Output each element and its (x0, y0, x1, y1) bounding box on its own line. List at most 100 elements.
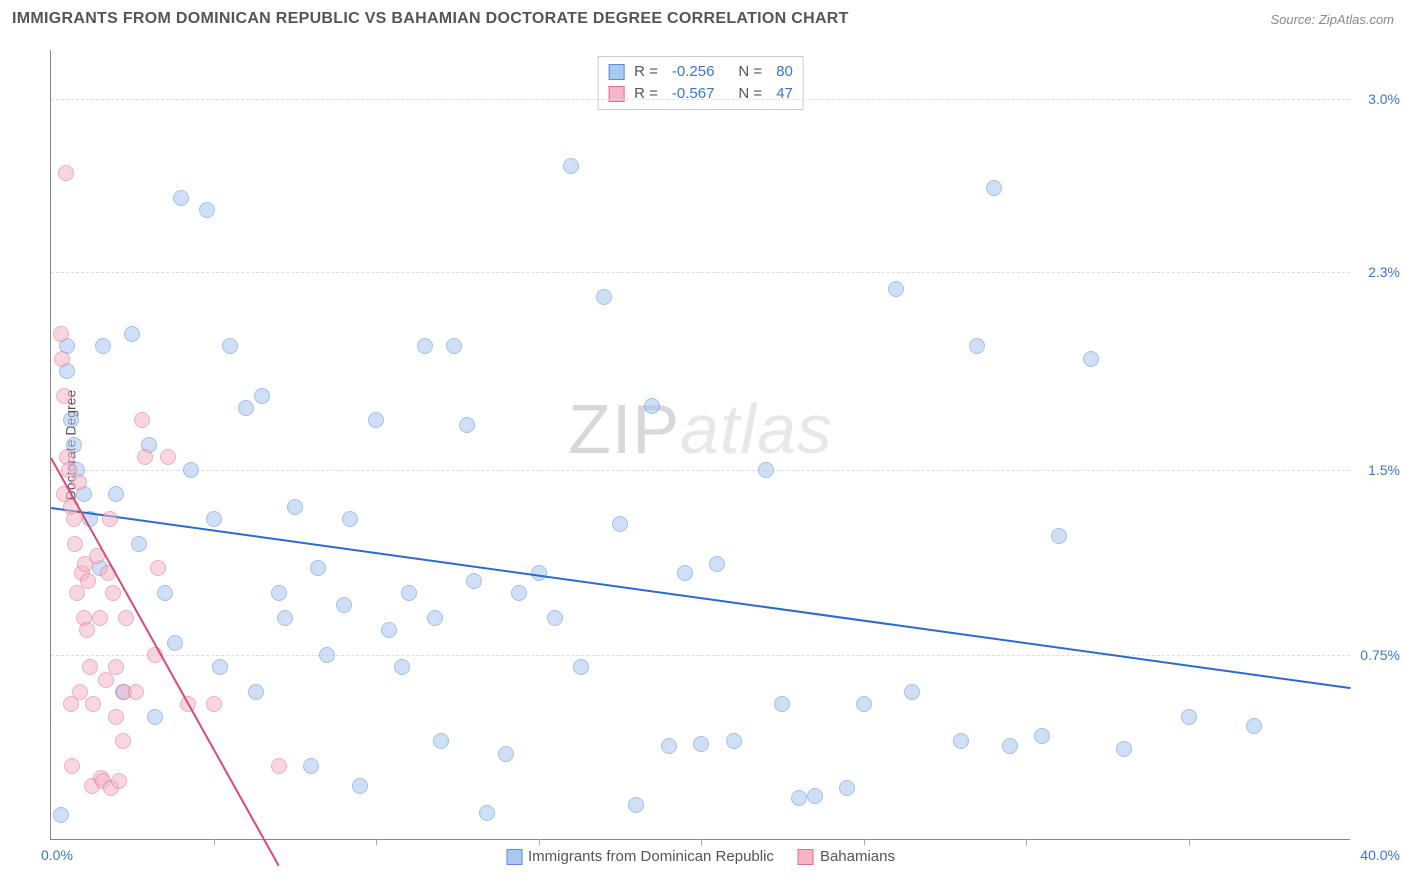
legend-r-label: R = (634, 83, 658, 105)
data-point (612, 516, 628, 532)
data-point (953, 733, 969, 749)
data-point (53, 807, 69, 823)
data-point (167, 635, 183, 651)
data-point (401, 585, 417, 601)
data-point (1181, 709, 1197, 725)
data-point (381, 622, 397, 638)
data-point (839, 780, 855, 796)
data-point (160, 449, 176, 465)
data-point (137, 449, 153, 465)
data-point (693, 736, 709, 752)
source-attribution: Source: ZipAtlas.com (1270, 12, 1394, 27)
data-point (352, 778, 368, 794)
data-point (199, 202, 215, 218)
data-point (677, 565, 693, 581)
data-point (238, 400, 254, 416)
data-point (108, 486, 124, 502)
legend-n-value: 47 (776, 83, 793, 105)
x-tick-mark (214, 839, 215, 845)
data-point (774, 696, 790, 712)
x-tick-mark (376, 839, 377, 845)
data-point (254, 388, 270, 404)
data-point (131, 536, 147, 552)
data-point (661, 738, 677, 754)
data-point (108, 709, 124, 725)
data-point (69, 585, 85, 601)
data-point (417, 338, 433, 354)
data-point (105, 585, 121, 601)
x-tick-mark (701, 839, 702, 845)
data-point (563, 158, 579, 174)
y-tick-label: 3.0% (1355, 91, 1400, 107)
legend-n-label: N = (738, 83, 762, 105)
data-point (118, 610, 134, 626)
data-point (72, 684, 88, 700)
data-point (1116, 741, 1132, 757)
data-point (128, 684, 144, 700)
data-point (206, 511, 222, 527)
series-legend: Immigrants from Dominican RepublicBahami… (506, 848, 895, 865)
data-point (102, 511, 118, 527)
data-point (628, 797, 644, 813)
data-point (427, 610, 443, 626)
chart-title: IMMIGRANTS FROM DOMINICAN REPUBLIC VS BA… (12, 10, 849, 28)
data-point (147, 709, 163, 725)
data-point (758, 462, 774, 478)
data-point (596, 289, 612, 305)
data-point (498, 746, 514, 762)
data-point (277, 610, 293, 626)
data-point (271, 758, 287, 774)
data-point (791, 790, 807, 806)
legend-label: Bahamians (820, 848, 895, 865)
chart-header: IMMIGRANTS FROM DOMINICAN REPUBLIC VS BA… (0, 0, 1406, 38)
data-point (271, 585, 287, 601)
data-point (310, 560, 326, 576)
data-point (66, 511, 82, 527)
data-point (1002, 738, 1018, 754)
data-point (111, 773, 127, 789)
data-point (206, 696, 222, 712)
data-point (466, 573, 482, 589)
data-point (547, 610, 563, 626)
data-point (342, 511, 358, 527)
data-point (67, 536, 83, 552)
legend-n-value: 80 (776, 61, 793, 83)
data-point (856, 696, 872, 712)
trend-line (51, 507, 1351, 689)
gridline (51, 470, 1350, 471)
data-point (336, 597, 352, 613)
data-point (79, 622, 95, 638)
legend-row: R =-0.567N =47 (608, 83, 793, 105)
watermark: ZIPatlas (568, 389, 833, 469)
data-point (248, 684, 264, 700)
data-point (303, 758, 319, 774)
scatter-chart: ZIPatlas Doctorate Degree 0.0% 40.0% R =… (50, 50, 1350, 840)
gridline (51, 272, 1350, 273)
legend-swatch (506, 849, 522, 865)
data-point (1246, 718, 1262, 734)
data-point (573, 659, 589, 675)
data-point (969, 338, 985, 354)
data-point (368, 412, 384, 428)
legend-swatch (798, 849, 814, 865)
data-point (134, 412, 150, 428)
data-point (319, 647, 335, 663)
data-point (904, 684, 920, 700)
data-point (82, 659, 98, 675)
data-point (287, 499, 303, 515)
gridline (51, 99, 1350, 100)
data-point (888, 281, 904, 297)
data-point (433, 733, 449, 749)
data-point (183, 462, 199, 478)
gridline (51, 655, 1350, 656)
data-point (446, 338, 462, 354)
x-tick-mark (1189, 839, 1190, 845)
x-tick-mark (864, 839, 865, 845)
data-point (212, 659, 228, 675)
data-point (85, 696, 101, 712)
data-point (807, 788, 823, 804)
data-point (63, 412, 79, 428)
y-tick-label: 1.5% (1355, 462, 1400, 478)
legend-n-label: N = (738, 61, 762, 83)
data-point (511, 585, 527, 601)
